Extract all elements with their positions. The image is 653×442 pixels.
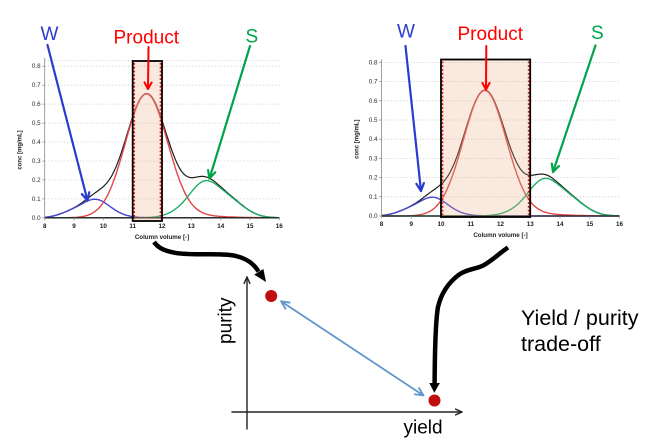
svg-text:W: W bbox=[41, 24, 59, 45]
svg-text:0.1: 0.1 bbox=[369, 194, 378, 201]
svg-text:trade-off: trade-off bbox=[521, 332, 601, 356]
svg-text:0.6: 0.6 bbox=[32, 101, 41, 108]
svg-text:0.6: 0.6 bbox=[369, 98, 378, 105]
svg-text:15: 15 bbox=[586, 221, 594, 228]
svg-text:0.7: 0.7 bbox=[369, 79, 378, 86]
svg-text:0.4: 0.4 bbox=[369, 136, 378, 143]
svg-text:12: 12 bbox=[497, 221, 505, 228]
svg-text:16: 16 bbox=[276, 223, 284, 230]
svg-text:8: 8 bbox=[380, 221, 384, 228]
svg-text:conc [mg/mL]: conc [mg/mL] bbox=[18, 130, 24, 169]
svg-text:0.3: 0.3 bbox=[369, 155, 378, 162]
svg-text:0.7: 0.7 bbox=[32, 82, 41, 89]
svg-text:Column volume [-]: Column volume [-] bbox=[135, 234, 189, 241]
svg-text:0.3: 0.3 bbox=[32, 158, 41, 165]
svg-text:0.4: 0.4 bbox=[32, 139, 41, 146]
svg-text:yield: yield bbox=[404, 418, 443, 439]
svg-text:0.5: 0.5 bbox=[32, 120, 41, 127]
svg-text:W: W bbox=[397, 22, 415, 43]
svg-text:8: 8 bbox=[43, 223, 47, 230]
svg-text:11: 11 bbox=[467, 221, 474, 228]
svg-text:12: 12 bbox=[158, 223, 166, 230]
svg-text:14: 14 bbox=[217, 223, 225, 230]
svg-text:14: 14 bbox=[556, 221, 564, 228]
svg-text:0.2: 0.2 bbox=[32, 177, 41, 184]
svg-text:9: 9 bbox=[72, 223, 76, 230]
svg-text:13: 13 bbox=[527, 221, 535, 228]
svg-text:0.0: 0.0 bbox=[369, 213, 378, 220]
svg-text:conc [mg/mL]: conc [mg/mL] bbox=[355, 120, 361, 159]
svg-text:0.5: 0.5 bbox=[369, 117, 378, 124]
svg-text:0.1: 0.1 bbox=[32, 196, 41, 203]
svg-text:10: 10 bbox=[437, 221, 445, 228]
svg-text:15: 15 bbox=[246, 223, 254, 230]
svg-text:S: S bbox=[246, 27, 259, 48]
svg-text:Column volume [-]: Column volume [-] bbox=[473, 232, 527, 239]
svg-text:9: 9 bbox=[409, 221, 413, 228]
svg-text:0.0: 0.0 bbox=[32, 215, 41, 222]
svg-text:11: 11 bbox=[129, 223, 136, 230]
svg-text:0.8: 0.8 bbox=[369, 59, 378, 66]
svg-text:13: 13 bbox=[188, 223, 196, 230]
svg-text:0.2: 0.2 bbox=[369, 175, 378, 182]
svg-text:S: S bbox=[591, 23, 604, 44]
svg-text:purity: purity bbox=[216, 297, 237, 344]
svg-text:Product: Product bbox=[458, 24, 524, 45]
svg-text:16: 16 bbox=[616, 221, 624, 228]
svg-text:10: 10 bbox=[100, 223, 108, 230]
svg-text:Product: Product bbox=[114, 28, 180, 49]
svg-text:0.8: 0.8 bbox=[32, 63, 41, 70]
svg-text:Yield / purity: Yield / purity bbox=[521, 306, 639, 330]
